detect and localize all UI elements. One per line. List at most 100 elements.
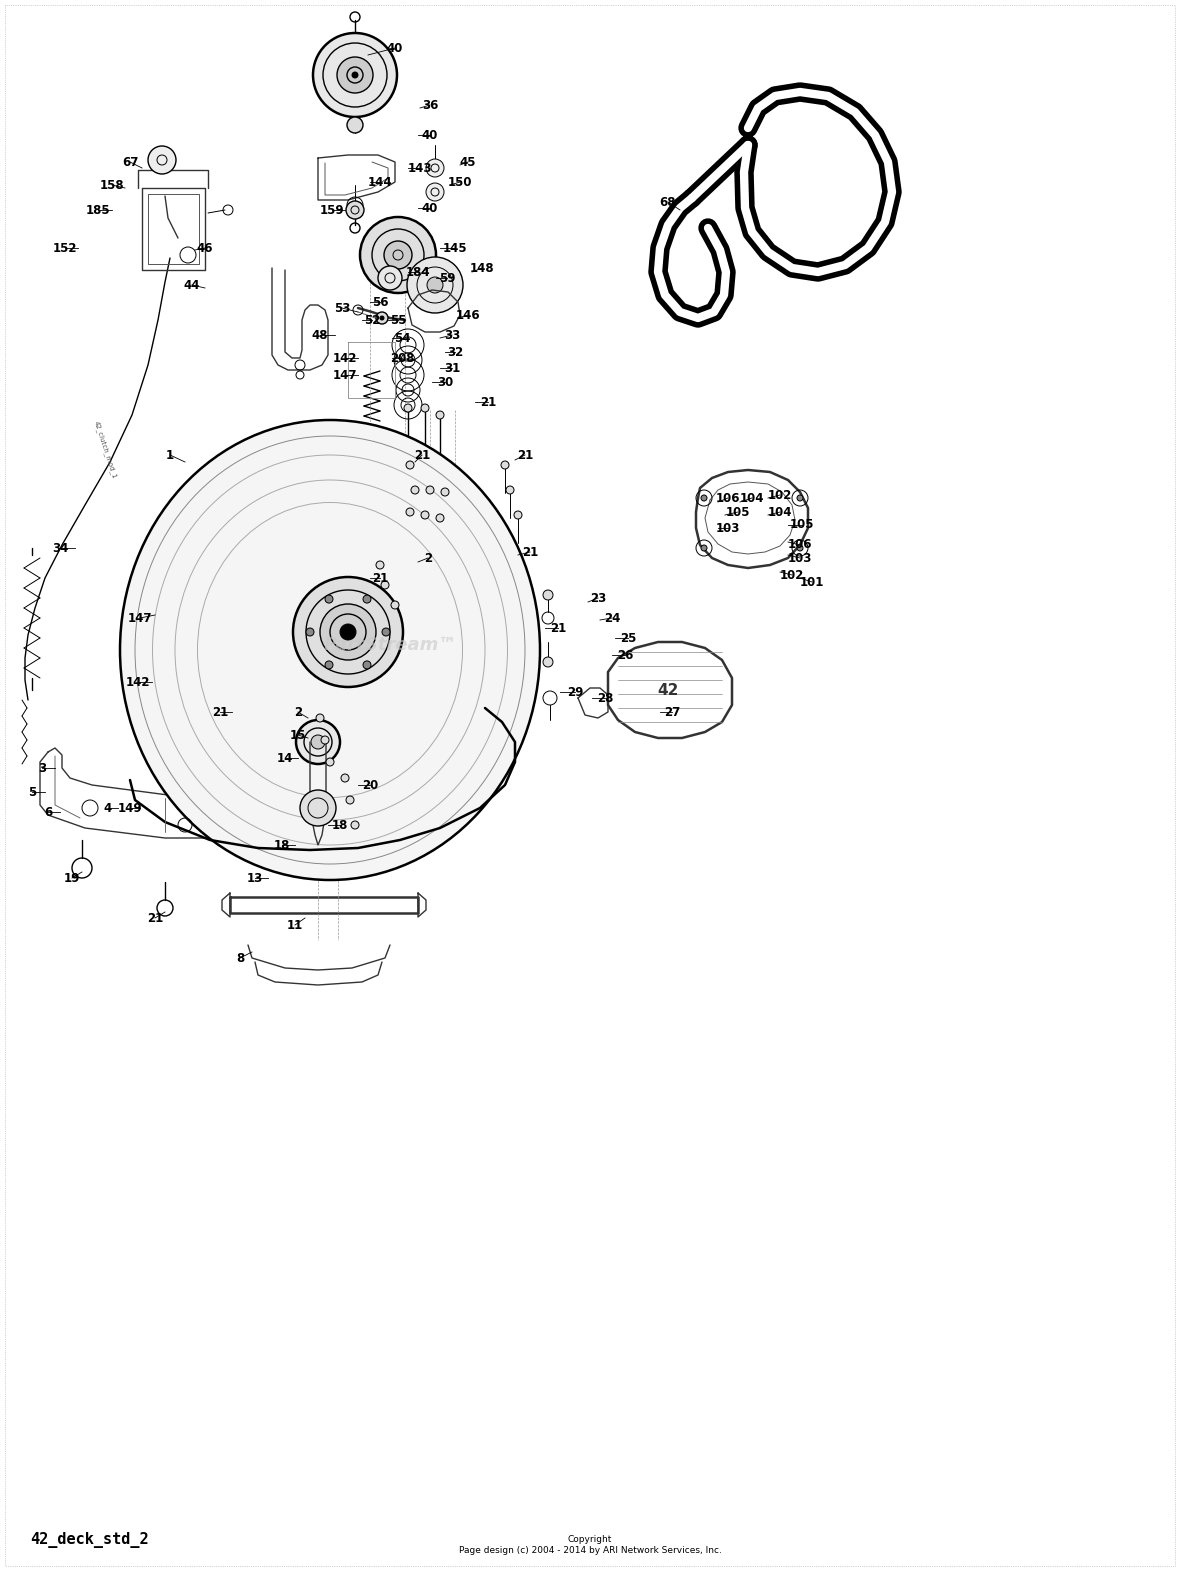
Circle shape (341, 775, 349, 782)
Text: 27: 27 (664, 705, 680, 718)
Circle shape (391, 602, 399, 610)
Text: 55: 55 (389, 314, 406, 327)
Circle shape (502, 460, 509, 470)
Circle shape (376, 313, 388, 324)
Circle shape (340, 624, 356, 639)
Circle shape (296, 720, 340, 764)
Text: 31: 31 (444, 361, 460, 374)
Text: 148: 148 (470, 261, 494, 275)
Circle shape (346, 796, 354, 804)
Text: 23: 23 (590, 592, 607, 605)
Text: 2: 2 (424, 551, 432, 564)
Circle shape (543, 591, 553, 600)
Text: 40: 40 (387, 41, 404, 55)
Text: 106: 106 (788, 539, 812, 551)
Text: 145: 145 (442, 242, 467, 255)
Text: 68: 68 (660, 195, 676, 209)
Text: 21: 21 (372, 572, 388, 584)
Text: 158: 158 (99, 179, 124, 192)
Circle shape (306, 628, 314, 636)
Text: 52: 52 (363, 314, 380, 327)
Circle shape (427, 276, 442, 294)
Text: 30: 30 (437, 375, 453, 388)
Text: 20: 20 (362, 779, 378, 792)
Text: 147: 147 (333, 369, 358, 382)
Text: 48: 48 (312, 328, 328, 341)
Text: 11: 11 (287, 919, 303, 932)
Circle shape (316, 713, 324, 723)
Circle shape (326, 757, 334, 767)
Circle shape (346, 201, 363, 218)
Text: 54: 54 (394, 331, 411, 344)
Circle shape (347, 116, 363, 134)
Text: 4: 4 (104, 801, 112, 814)
Circle shape (376, 561, 384, 569)
Circle shape (435, 412, 444, 419)
Text: 103: 103 (716, 522, 740, 534)
Text: 13: 13 (247, 872, 263, 884)
Text: 146: 146 (455, 308, 480, 322)
Text: 24: 24 (604, 611, 621, 625)
Circle shape (352, 72, 358, 79)
Circle shape (363, 595, 371, 603)
Text: 1: 1 (166, 448, 175, 462)
Text: 21: 21 (414, 448, 431, 462)
Text: 15: 15 (290, 729, 306, 742)
Circle shape (406, 507, 414, 515)
Text: 208: 208 (389, 352, 414, 364)
Text: 29: 29 (566, 685, 583, 699)
Circle shape (426, 182, 444, 201)
Text: 21: 21 (146, 911, 163, 924)
Text: 18: 18 (274, 839, 290, 851)
Text: 42_clutch_mod_1: 42_clutch_mod_1 (92, 419, 118, 479)
Text: 143: 143 (408, 162, 432, 174)
Text: 104: 104 (740, 492, 765, 504)
Ellipse shape (120, 419, 540, 880)
Text: 21: 21 (212, 705, 228, 718)
Circle shape (320, 603, 376, 660)
Text: 21: 21 (522, 545, 538, 559)
Text: 105: 105 (726, 506, 750, 518)
Text: 32: 32 (447, 346, 463, 358)
Text: PartStream™: PartStream™ (323, 636, 457, 654)
Text: 46: 46 (197, 242, 214, 255)
Text: 159: 159 (320, 204, 345, 217)
Text: 5: 5 (28, 786, 37, 798)
Text: 150: 150 (447, 176, 472, 189)
Circle shape (378, 265, 402, 291)
Circle shape (312, 735, 325, 749)
Circle shape (324, 595, 333, 603)
Circle shape (363, 661, 371, 669)
Text: 53: 53 (334, 302, 350, 314)
Text: 45: 45 (460, 156, 477, 168)
Circle shape (435, 514, 444, 522)
Text: 28: 28 (597, 691, 614, 704)
Text: 21: 21 (517, 448, 533, 462)
Text: 21: 21 (550, 622, 566, 635)
Circle shape (321, 735, 329, 745)
Circle shape (293, 577, 404, 687)
Circle shape (701, 545, 707, 551)
Circle shape (421, 511, 430, 518)
Text: 142: 142 (333, 352, 358, 364)
Circle shape (421, 404, 430, 412)
Text: 103: 103 (788, 551, 812, 564)
Text: 2: 2 (294, 705, 302, 718)
Text: Copyright
Page design (c) 2004 - 2014 by ARI Network Services, Inc.: Copyright Page design (c) 2004 - 2014 by… (459, 1535, 721, 1555)
Circle shape (796, 495, 804, 501)
Circle shape (543, 657, 553, 668)
Text: 36: 36 (421, 99, 438, 112)
Circle shape (796, 545, 804, 551)
Circle shape (382, 628, 391, 636)
Circle shape (406, 460, 414, 470)
Text: 144: 144 (368, 176, 392, 189)
Circle shape (411, 485, 419, 493)
Text: 102: 102 (780, 569, 805, 581)
Text: 40: 40 (421, 129, 438, 141)
Circle shape (514, 511, 522, 518)
Circle shape (313, 33, 396, 116)
Circle shape (381, 581, 389, 589)
Text: 106: 106 (716, 492, 740, 504)
Text: 40: 40 (421, 201, 438, 215)
Text: 3: 3 (38, 762, 46, 775)
